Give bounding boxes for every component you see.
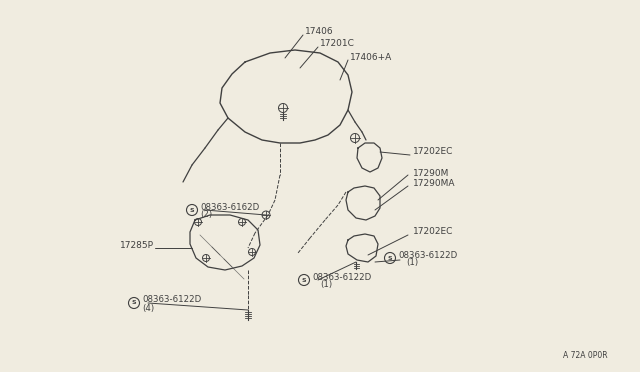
Text: 17201C: 17201C xyxy=(320,39,355,48)
Text: 17406+A: 17406+A xyxy=(350,52,392,61)
Text: 08363-6122D: 08363-6122D xyxy=(312,273,371,282)
Text: 08363-6122D: 08363-6122D xyxy=(142,295,201,305)
Text: (1): (1) xyxy=(406,259,418,267)
Text: 17202EC: 17202EC xyxy=(413,228,453,237)
Text: (1): (1) xyxy=(320,280,332,289)
Text: 08363-6122D: 08363-6122D xyxy=(398,250,457,260)
Text: 17290MA: 17290MA xyxy=(413,180,456,189)
Text: 17406: 17406 xyxy=(305,28,333,36)
Text: S: S xyxy=(189,208,195,212)
Text: S: S xyxy=(132,301,136,305)
Text: A 72A 0P0R: A 72A 0P0R xyxy=(563,351,608,360)
Text: 17202EC: 17202EC xyxy=(413,148,453,157)
Text: 17285P: 17285P xyxy=(120,241,154,250)
Text: 17290M: 17290M xyxy=(413,169,449,177)
Text: (4): (4) xyxy=(142,304,154,312)
Text: S: S xyxy=(388,256,392,260)
Text: S: S xyxy=(301,278,307,282)
Text: 08363-6162D: 08363-6162D xyxy=(200,202,259,212)
Text: (2): (2) xyxy=(200,211,212,219)
